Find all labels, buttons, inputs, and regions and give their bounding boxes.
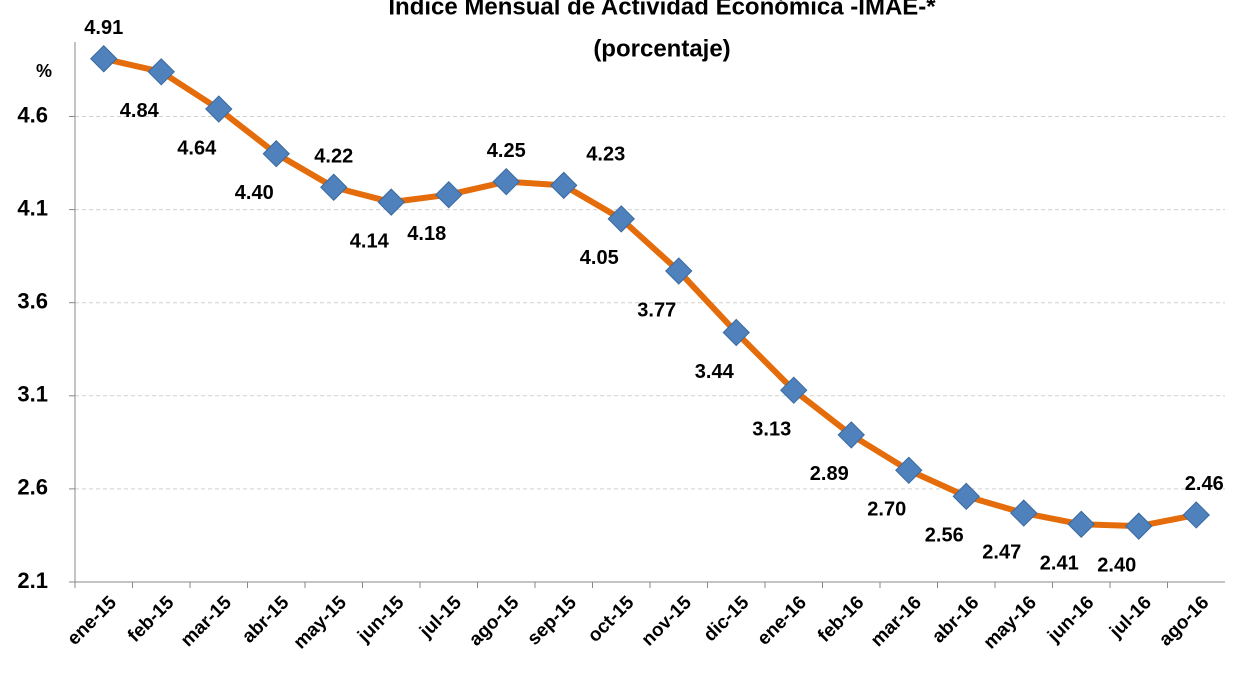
- x-tick-label: jun-16: [1043, 592, 1098, 647]
- x-tick-label: sep-15: [523, 592, 581, 650]
- x-tick-label: ago-16: [1155, 592, 1213, 650]
- data-label: 2.40: [1097, 554, 1136, 576]
- data-label: 2.89: [810, 463, 849, 485]
- data-label: 2.70: [867, 499, 906, 521]
- chart-subtitle: (porcentaje): [593, 35, 730, 62]
- data-label: 4.05: [580, 247, 619, 269]
- marker: [1182, 501, 1210, 529]
- y-tick-label: 4.6: [17, 102, 48, 127]
- x-tick-label: ago-15: [465, 592, 523, 650]
- marker: [1125, 512, 1153, 540]
- marker: [607, 205, 635, 233]
- data-label: 4.22: [314, 146, 353, 168]
- marker: [492, 167, 520, 196]
- x-tick-label: oct-15: [584, 592, 639, 647]
- y-tick-label: 2.6: [17, 475, 48, 500]
- marker: [780, 376, 808, 404]
- data-label: 4.18: [407, 223, 446, 245]
- data-label: 4.40: [235, 182, 274, 204]
- y-tick-label: 4.1: [17, 195, 48, 220]
- data-label: 4.23: [586, 144, 625, 166]
- chart-title: Índice Mensual de Actividad Económica -I…: [388, 0, 936, 20]
- y-tick-label: 3.6: [17, 289, 48, 314]
- series-line: [103, 55, 1197, 530]
- marker: [147, 58, 175, 86]
- data-label: 3.13: [752, 418, 791, 440]
- data-label: 4.25: [487, 140, 526, 162]
- data-label: 3.77: [637, 299, 676, 321]
- marker: [205, 95, 233, 123]
- x-tick-label: jun-15: [353, 592, 408, 647]
- data-label: 2.47: [982, 541, 1021, 563]
- marker: [665, 257, 693, 285]
- x-tick-label: abr-15: [238, 592, 293, 647]
- marker: [952, 482, 980, 511]
- x-tick-label: may-15: [290, 592, 351, 653]
- data-label: 4.91: [84, 17, 123, 39]
- data-label: 4.14: [350, 230, 390, 252]
- marker: [550, 171, 578, 200]
- x-tick-label: mar-15: [177, 592, 236, 651]
- marker: [435, 180, 463, 209]
- y-tick-label: 2.1: [17, 568, 48, 593]
- marker: [837, 421, 865, 449]
- marker: [262, 140, 290, 168]
- marker: [320, 173, 348, 201]
- marker: [90, 45, 118, 73]
- x-tick-label: ene-15: [63, 592, 121, 650]
- y-tick-label: 3.1: [17, 382, 48, 407]
- marker: [1010, 499, 1038, 527]
- marker: [722, 318, 750, 347]
- x-tick-label: may-16: [980, 592, 1041, 653]
- marker: [895, 456, 923, 484]
- x-tick-label: jul-16: [1105, 592, 1156, 643]
- marker: [377, 188, 405, 216]
- data-label: 2.46: [1185, 473, 1224, 495]
- data-label: 4.64: [177, 137, 217, 159]
- x-tick-label: nov-15: [638, 592, 696, 650]
- x-tick-label: ene-16: [753, 592, 810, 649]
- data-label: 3.44: [695, 361, 735, 383]
- data-label: 2.41: [1040, 553, 1079, 575]
- x-tick-label: mar-16: [867, 592, 926, 651]
- data-label: 2.56: [925, 525, 964, 547]
- x-tick-label: jul-15: [415, 592, 466, 643]
- marker: [1067, 510, 1095, 538]
- x-tick-label: abr-16: [928, 592, 983, 647]
- x-tick-label: feb-16: [814, 592, 868, 646]
- x-tick-label: dic-15: [700, 592, 754, 646]
- y-axis-label: %: [36, 61, 52, 81]
- data-label: 4.84: [120, 100, 160, 122]
- x-tick-label: feb-15: [124, 592, 179, 647]
